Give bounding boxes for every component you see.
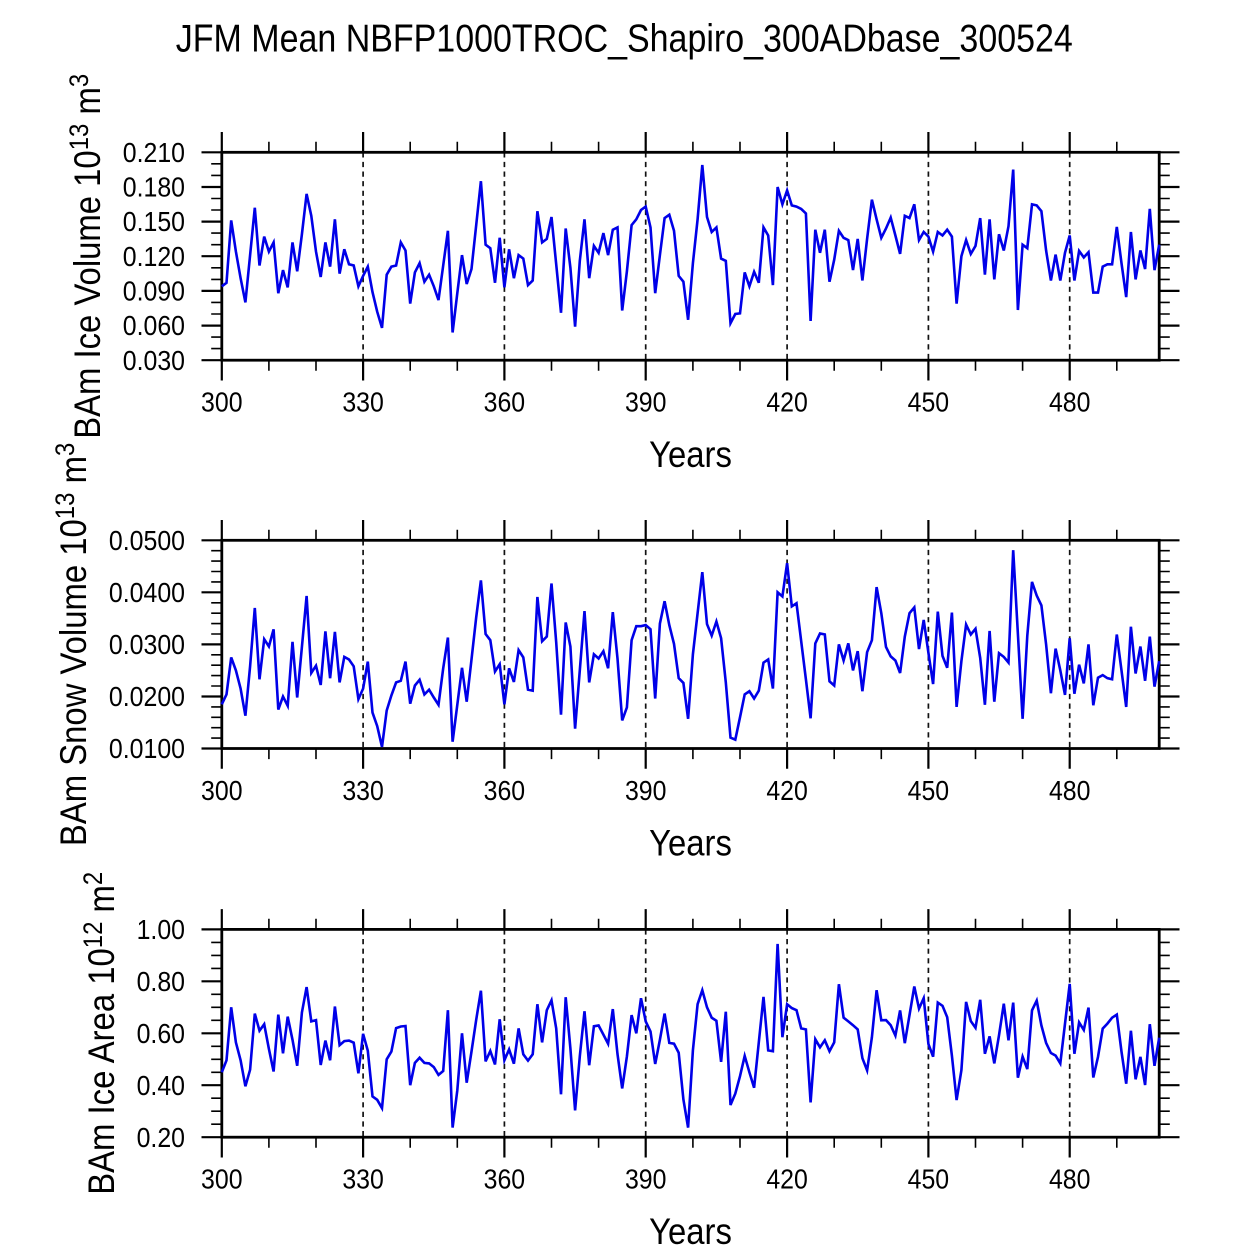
svg-text:0.120: 0.120 [123,241,185,272]
svg-text:300: 300 [201,387,243,418]
svg-text:Years: Years [649,1211,732,1249]
svg-text:0.030: 0.030 [123,345,185,376]
svg-text:0.0400: 0.0400 [109,577,185,608]
svg-text:0.40: 0.40 [137,1070,185,1101]
svg-text:360: 360 [484,387,526,418]
svg-text:330: 330 [342,775,384,806]
svg-text:0.090: 0.090 [123,276,185,307]
svg-text:1.00: 1.00 [137,914,185,945]
svg-text:450: 450 [908,387,950,418]
svg-text:330: 330 [342,1164,384,1195]
svg-text:0.80: 0.80 [137,966,185,997]
svg-text:0.210: 0.210 [123,137,185,168]
svg-text:BAm Ice Volume 10: BAm Ice Volume 10 [67,150,108,439]
svg-text:BAm Ice Area 10: BAm Ice Area 10 [81,948,122,1195]
svg-text:0.150: 0.150 [123,206,185,237]
svg-text:330: 330 [342,387,384,418]
svg-text:480: 480 [1049,1164,1091,1195]
svg-text:m: m [81,885,122,922]
svg-text:0.60: 0.60 [137,1018,185,1049]
svg-text:13: 13 [64,124,94,151]
svg-text:390: 390 [625,1164,667,1195]
svg-text:0.060: 0.060 [123,310,185,341]
svg-text:m: m [67,87,108,124]
svg-text:360: 360 [484,775,526,806]
svg-text:450: 450 [908,775,950,806]
svg-text:Years: Years [649,434,732,475]
svg-text:0.20: 0.20 [137,1122,185,1153]
svg-text:0.0200: 0.0200 [109,681,185,712]
svg-text:480: 480 [1049,387,1091,418]
svg-text:0.0500: 0.0500 [109,525,185,556]
svg-text:420: 420 [766,1164,808,1195]
svg-text:420: 420 [766,387,808,418]
svg-text:m: m [53,456,94,493]
svg-text:0.0100: 0.0100 [109,733,185,764]
svg-text:300: 300 [201,775,243,806]
svg-text:JFM Mean NBFP1000TROC_Shapiro_: JFM Mean NBFP1000TROC_Shapiro_300ADbase_… [176,18,1073,61]
svg-text:3: 3 [64,74,94,87]
svg-text:Years: Years [649,822,732,863]
svg-text:12: 12 [78,922,108,949]
svg-text:2: 2 [78,872,108,885]
svg-text:3: 3 [50,443,80,456]
svg-text:0.180: 0.180 [123,172,185,203]
svg-text:390: 390 [625,775,667,806]
svg-text:420: 420 [766,775,808,806]
svg-text:300: 300 [201,1164,243,1195]
svg-text:450: 450 [908,1164,950,1195]
svg-text:390: 390 [625,387,667,418]
svg-text:0.0300: 0.0300 [109,629,185,660]
svg-text:BAm Snow Volume 10: BAm Snow Volume 10 [53,519,94,846]
svg-text:480: 480 [1049,775,1091,806]
svg-text:360: 360 [484,1164,526,1195]
svg-text:13: 13 [50,492,80,519]
